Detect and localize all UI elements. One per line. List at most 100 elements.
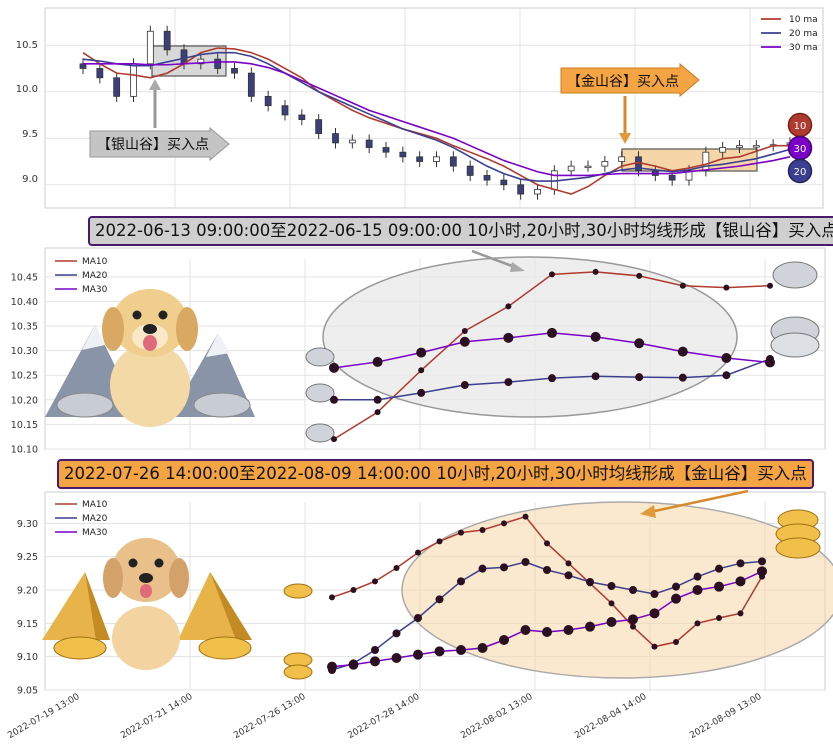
point-MA20 <box>678 373 687 382</box>
candle-body <box>433 156 440 162</box>
point-MA30 <box>765 357 775 368</box>
candle-body <box>685 170 693 181</box>
candle-body <box>247 72 255 97</box>
gold-dog-illustration <box>42 538 252 670</box>
point-MA20 <box>586 578 594 586</box>
top-y-ticks: 10.5 10.0 9.5 9.0 <box>16 40 38 185</box>
point-MA20 <box>521 558 530 566</box>
point-MA30 <box>434 646 445 657</box>
candles <box>79 25 794 200</box>
point-MA20 <box>672 582 680 591</box>
point-MA10 <box>418 367 425 374</box>
point-MA30 <box>329 362 339 373</box>
top-line-30ma <box>83 61 791 177</box>
point-MA20 <box>435 595 444 604</box>
point-MA20 <box>693 572 702 581</box>
mid-legend-ma20: MA20 <box>82 271 108 281</box>
point-MA20 <box>543 566 551 574</box>
ma-badges: 10 30 20 <box>787 112 813 184</box>
ytick-label: 10.40 <box>11 297 38 308</box>
top-ma-lines <box>82 47 791 195</box>
point-MA20 <box>460 381 469 390</box>
point-MA10 <box>331 436 337 443</box>
candle-body <box>534 188 541 195</box>
silver-ingot-icons <box>305 261 820 443</box>
mid-legend-ma10: MA10 <box>82 257 108 267</box>
xtick-label: 2022-07-28 14:00 <box>346 692 421 741</box>
candle-body <box>668 175 676 181</box>
ytick-label: 10.10 <box>11 445 38 456</box>
candle-body <box>113 77 121 97</box>
bot-ma-lines <box>327 513 767 674</box>
top-ytick: 10.5 <box>16 40 38 51</box>
candle-body <box>416 156 424 162</box>
top-line-10ma <box>82 47 790 195</box>
legend-10ma: 10 ma <box>789 15 818 25</box>
xtick-label: 2022-08-04 14:00 <box>573 692 648 741</box>
bot-legend-ma10: MA10 <box>82 500 108 510</box>
point-MA30 <box>634 338 645 349</box>
badge-10-text: 10 <box>794 121 807 132</box>
top-plot-area <box>44 7 824 209</box>
point-MA10 <box>679 282 686 289</box>
candle-body <box>719 147 727 153</box>
point-MA10 <box>723 284 730 291</box>
point-MA20 <box>635 373 644 382</box>
gold-valley-chart: 9.059.109.159.209.259.30 MA10 MA20 M <box>6 490 833 741</box>
bot-legend-ma30: MA30 <box>82 528 108 538</box>
point-MA30 <box>547 327 557 338</box>
candle-body <box>618 156 626 162</box>
point-MA10 <box>608 600 615 607</box>
point-MA10 <box>565 560 572 567</box>
point-MA30 <box>590 331 601 342</box>
bot-legend: MA10 MA20 MA30 <box>55 500 108 538</box>
legend-20ma: 20 ma <box>789 29 818 39</box>
point-MA30 <box>692 585 703 595</box>
point-MA30 <box>348 659 359 670</box>
ytick-label: 10.25 <box>11 371 38 382</box>
silver-label: 【银山谷】买入点 <box>97 137 209 153</box>
candle-body <box>601 161 609 167</box>
point-MA20 <box>548 374 556 383</box>
candle-body <box>96 68 104 79</box>
gold-highlight-ellipse <box>401 501 833 679</box>
point-MA10 <box>522 513 529 520</box>
point-MA10 <box>549 271 555 278</box>
silver-valley-banner: 2022-06-13 09:00:00至2022-06-15 09:00:00 … <box>88 216 833 246</box>
gold-ingot-icons <box>283 509 821 680</box>
candle-body <box>449 156 457 167</box>
silver-dog-illustration <box>45 289 255 427</box>
xtick-label: 2022-08-09 13:00 <box>688 692 763 741</box>
point-MA20 <box>722 371 731 380</box>
xtick-label: 2022-07-26 13:00 <box>232 692 307 741</box>
point-MA20 <box>504 378 513 387</box>
gold-label: 【金山谷】买入点 <box>567 74 679 90</box>
mid-ma-lines <box>329 268 775 443</box>
candle-body <box>197 58 205 65</box>
point-MA20 <box>629 586 637 594</box>
candle-body <box>702 151 710 172</box>
mid-legend: MA10 MA20 MA30 <box>55 257 108 295</box>
point-MA10 <box>436 538 443 545</box>
point-MA30 <box>649 608 660 619</box>
candle-body <box>466 165 474 176</box>
candle-body <box>332 133 339 144</box>
point-MA20 <box>500 563 508 572</box>
point-MA20 <box>591 372 600 381</box>
candle-body <box>281 105 289 116</box>
gold-label-arrow <box>560 62 700 98</box>
badge-20-text: 20 <box>794 167 807 178</box>
point-MA30 <box>585 621 595 632</box>
bot-x-ticks: 2022-07-19 13:00 2022-07-21 14:00 2022-07-… <box>6 692 763 741</box>
point-MA20 <box>607 582 616 590</box>
bot-y-ticks: 9.05 9.10 9.15 9.20 9.25 9.30 <box>17 519 38 697</box>
ytick-label: 9.25 <box>17 552 38 563</box>
candle-body <box>584 165 592 169</box>
candle-body <box>483 175 491 181</box>
ytick-label: 10.35 <box>11 322 38 333</box>
ytick-label: 10.20 <box>11 395 38 406</box>
point-MA10 <box>415 549 421 556</box>
point-MA30 <box>671 593 681 604</box>
point-MA30 <box>413 649 423 660</box>
ytick-label: 9.05 <box>17 686 38 697</box>
